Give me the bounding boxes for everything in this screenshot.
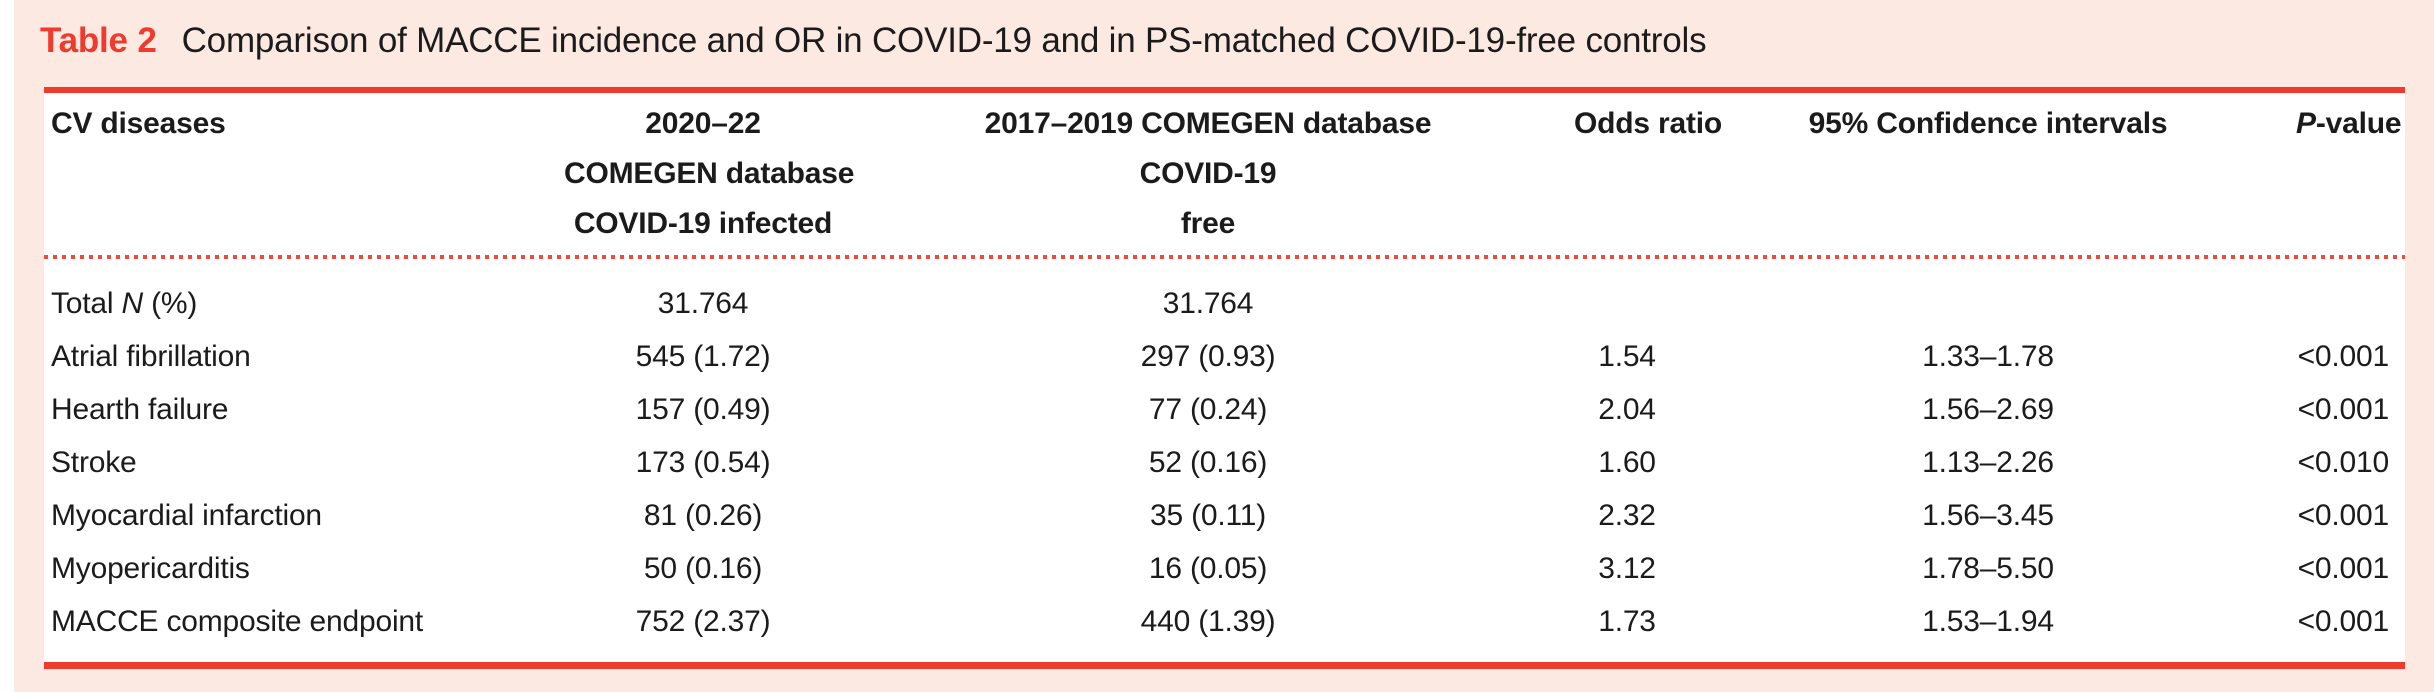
cell-free-count: 297 (0.93) [1140, 340, 1276, 373]
cell-odds-ratio [1574, 277, 1680, 330]
cell-p-value: <0.001 [2297, 499, 2390, 532]
cell-confidence-interval: 1.53–1.94 [1922, 605, 2054, 638]
cell-confidence-interval: 1.56–2.69 [1922, 393, 2054, 426]
table-header-row: CV diseases 2020–22 COMEGEN database COV… [44, 93, 2405, 249]
header-dotted-divider [44, 255, 2405, 259]
cell-free-count: 440 (1.39) [1140, 605, 1276, 638]
cell-cv-disease: Atrial fibrillation [51, 340, 251, 373]
table-row: Total N (%) 31.764 31.764 [44, 277, 2405, 330]
cell-infected-count: 157 (0.49) [635, 393, 771, 426]
header-confidence-intervals: 95% Confidence intervals [1808, 107, 2168, 140]
cell-infected-count: 752 (2.37) [635, 605, 771, 638]
cell-confidence-interval: 1.56–3.45 [1922, 499, 2054, 532]
cell-infected-count: 31.764 [657, 287, 749, 320]
cell-p-value: <0.001 [2297, 340, 2390, 373]
header-odds-ratio: Odds ratio [1574, 107, 1723, 140]
table-row: Myopericarditis 50 (0.16) 16 (0.05) 3.12… [44, 542, 2405, 595]
cell-odds-ratio: 2.04 [1598, 393, 1656, 426]
table-caption: Comparison of MACCE incidence and OR in … [181, 21, 1707, 60]
cell-p-value: <0.001 [2297, 605, 2390, 638]
cell-confidence-interval [1680, 277, 2296, 330]
cell-cv-disease: Myopericarditis [51, 552, 250, 585]
cell-free-count: 35 (0.11) [1149, 499, 1267, 532]
header-p-value: P-value [2296, 107, 2402, 140]
header-cv-diseases: CV diseases [51, 107, 226, 140]
table-title: Table 2 Comparison of MACCE incidence and… [40, 21, 1707, 60]
cell-p-value: <0.001 [2297, 552, 2390, 585]
header-covid-infected: 2020–22 COMEGEN database COVID-19 infect… [564, 107, 855, 240]
cell-odds-ratio: 2.32 [1598, 499, 1656, 532]
cell-infected-count: 81 (0.26) [643, 499, 763, 532]
cell-confidence-interval: 1.78–5.50 [1922, 552, 2054, 585]
table-body: Total N (%) 31.764 31.764 Atrial fibrill… [44, 259, 2405, 648]
cell-odds-ratio: 1.54 [1598, 340, 1656, 373]
table-number-label: Table 2 [40, 21, 157, 60]
cell-infected-count: 173 (0.54) [635, 446, 771, 479]
cell-cv-disease: Myocardial infarction [51, 499, 322, 532]
cell-free-count: 16 (0.05) [1148, 552, 1268, 585]
cell-free-count: 77 (0.24) [1148, 393, 1268, 426]
cell-cv-disease: MACCE composite endpoint [51, 605, 424, 638]
cell-p-value [2296, 277, 2405, 330]
cell-free-count: 52 (0.16) [1148, 446, 1268, 479]
cell-odds-ratio: 1.73 [1598, 605, 1656, 638]
cell-p-value: <0.010 [2297, 446, 2390, 479]
table-panel: CV diseases 2020–22 COMEGEN database COV… [44, 87, 2405, 669]
table-row: Atrial fibrillation 545 (1.72) 297 (0.93… [44, 330, 2405, 383]
table-row: Myocardial infarction 81 (0.26) 35 (0.11… [44, 489, 2405, 542]
cell-cv-disease: Total N (%) [51, 287, 198, 320]
cell-cv-disease: Stroke [51, 446, 137, 479]
cell-confidence-interval: 1.13–2.26 [1922, 446, 2054, 479]
cell-confidence-interval: 1.33–1.78 [1922, 340, 2054, 373]
table-row: MACCE composite endpoint 752 (2.37) 440 … [44, 595, 2405, 648]
cell-odds-ratio: 3.12 [1598, 552, 1656, 585]
page-edge-strip [0, 0, 14, 692]
cell-p-value: <0.001 [2297, 393, 2390, 426]
header-covid-free: 2017–2019 COMEGEN database COVID-19 free [984, 107, 1432, 240]
table-row: Hearth failure 157 (0.49) 77 (0.24) 2.04… [44, 383, 2405, 436]
cell-infected-count: 50 (0.16) [643, 552, 763, 585]
cell-infected-count: 545 (1.72) [635, 340, 771, 373]
cell-free-count: 31.764 [1162, 287, 1254, 320]
table-row: Stroke 173 (0.54) 52 (0.16) 1.60 1.13–2.… [44, 436, 2405, 489]
cell-cv-disease: Hearth failure [51, 393, 229, 426]
cell-odds-ratio: 1.60 [1598, 446, 1656, 479]
